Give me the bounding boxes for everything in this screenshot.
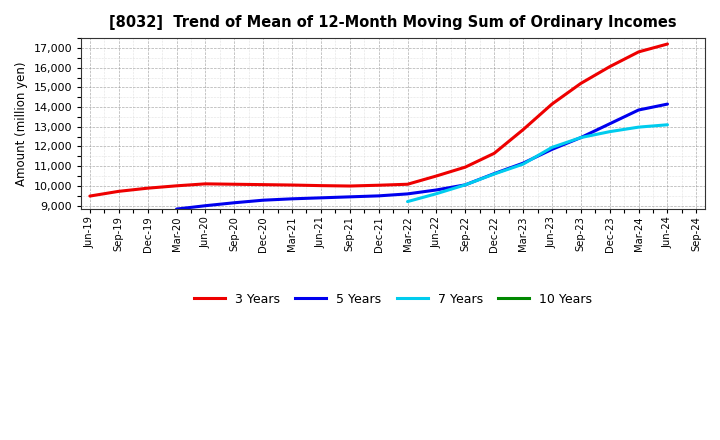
3 Years <box>317 183 325 188</box>
7 Years <box>403 199 412 204</box>
5 Years <box>230 200 238 205</box>
3 Years <box>461 165 469 170</box>
5 Years <box>518 161 527 166</box>
3 Years <box>230 182 238 187</box>
3 Years <box>518 127 527 132</box>
5 Years <box>172 206 181 212</box>
3 Years <box>374 183 383 188</box>
3 Years <box>346 183 354 189</box>
7 Years <box>490 171 498 176</box>
3 Years <box>288 183 297 188</box>
5 Years <box>403 191 412 197</box>
3 Years <box>114 189 123 194</box>
5 Years <box>374 193 383 198</box>
7 Years <box>577 135 585 140</box>
7 Years <box>606 129 614 134</box>
3 Years <box>201 181 210 187</box>
7 Years <box>518 161 527 167</box>
3 Years <box>634 49 643 55</box>
7 Years <box>461 182 469 187</box>
5 Years <box>317 195 325 201</box>
3 Years <box>172 183 181 188</box>
3 Years <box>432 173 441 179</box>
5 Years <box>577 135 585 140</box>
5 Years <box>258 198 267 203</box>
7 Years <box>548 145 557 150</box>
Line: 5 Years: 5 Years <box>176 104 667 209</box>
5 Years <box>490 171 498 176</box>
Y-axis label: Amount (million yen): Amount (million yen) <box>15 62 28 186</box>
5 Years <box>461 182 469 187</box>
5 Years <box>288 196 297 202</box>
Legend: 3 Years, 5 Years, 7 Years, 10 Years: 3 Years, 5 Years, 7 Years, 10 Years <box>189 288 597 311</box>
3 Years <box>663 41 672 47</box>
5 Years <box>346 194 354 199</box>
3 Years <box>548 102 557 107</box>
3 Years <box>606 64 614 70</box>
7 Years <box>432 191 441 196</box>
5 Years <box>432 187 441 193</box>
Line: 3 Years: 3 Years <box>90 44 667 196</box>
Title: [8032]  Trend of Mean of 12-Month Moving Sum of Ordinary Incomes: [8032] Trend of Mean of 12-Month Moving … <box>109 15 677 30</box>
3 Years <box>403 182 412 187</box>
Line: 7 Years: 7 Years <box>408 125 667 202</box>
5 Years <box>634 107 643 113</box>
3 Years <box>258 182 267 187</box>
3 Years <box>490 150 498 156</box>
5 Years <box>663 102 672 107</box>
5 Years <box>201 203 210 209</box>
3 Years <box>86 194 94 199</box>
3 Years <box>143 186 152 191</box>
5 Years <box>548 147 557 152</box>
3 Years <box>577 81 585 86</box>
7 Years <box>634 125 643 130</box>
7 Years <box>663 122 672 128</box>
5 Years <box>606 121 614 126</box>
